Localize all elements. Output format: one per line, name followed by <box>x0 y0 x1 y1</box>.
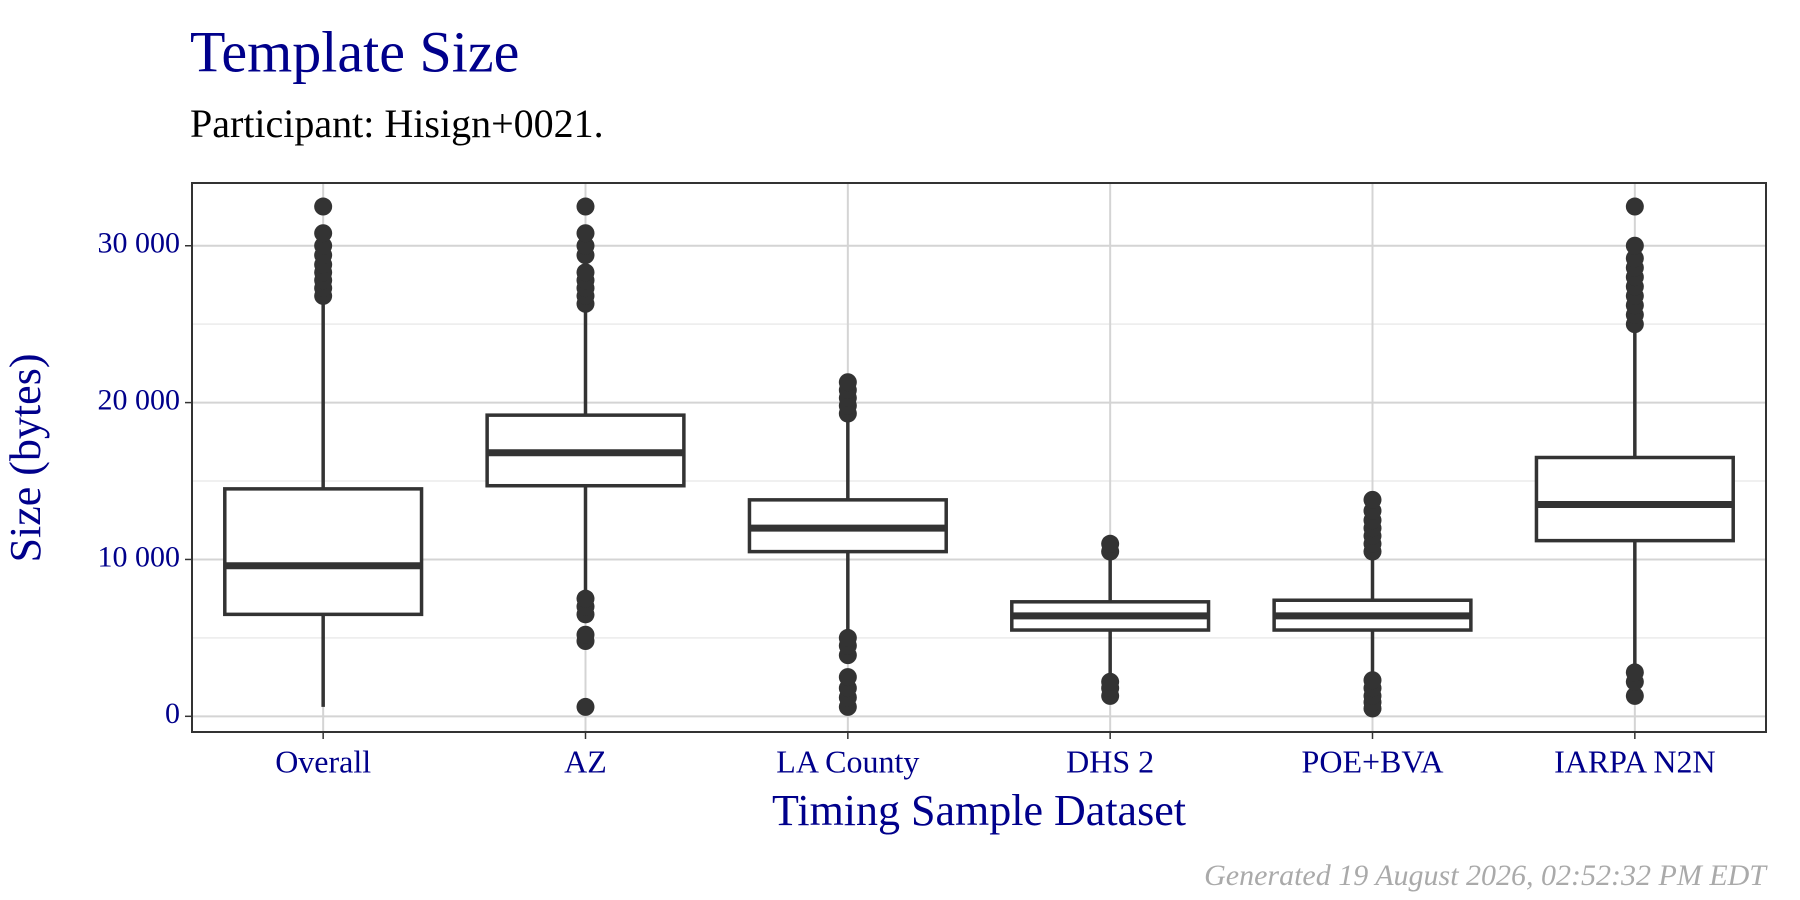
outlier <box>576 589 595 608</box>
y-tick-label: 30 000 <box>98 227 181 260</box>
outlier <box>1363 671 1382 690</box>
x-tick-label: IARPA N2N <box>1554 743 1716 779</box>
outlier <box>1101 534 1120 553</box>
y-tick-label: 20 000 <box>98 383 181 416</box>
y-tick-label: 10 000 <box>98 540 181 573</box>
outlier <box>1363 490 1382 509</box>
outlier <box>576 263 595 282</box>
x-tick-label: LA County <box>776 743 919 779</box>
y-tick-label: 0 <box>165 697 180 730</box>
outlier <box>838 668 857 687</box>
outlier <box>1625 197 1644 216</box>
chart-title: Template Size <box>190 19 519 84</box>
outlier <box>576 625 595 644</box>
outlier <box>838 628 857 647</box>
outlier <box>1625 236 1644 255</box>
outlier <box>1625 249 1644 268</box>
outlier <box>1625 686 1644 705</box>
y-axis-title: Size (bytes) <box>1 354 50 563</box>
x-tick-label: DHS 2 <box>1066 743 1154 779</box>
outlier <box>314 197 333 216</box>
outlier <box>576 224 595 243</box>
outlier <box>1625 663 1644 682</box>
chart-subtitle: Participant: Hisign+0021. <box>190 101 604 146</box>
box <box>1534 455 1735 543</box>
outlier <box>576 197 595 216</box>
x-tick-label: AZ <box>564 743 607 779</box>
x-axis-title: Timing Sample Dataset <box>772 786 1186 835</box>
x-tick-label: Overall <box>275 743 371 779</box>
outlier <box>314 236 333 255</box>
outlier <box>314 224 333 243</box>
outlier <box>1101 672 1120 691</box>
caption: Generated 19 August 2026, 02:52:32 PM ED… <box>1204 859 1768 892</box>
plot-border <box>191 182 1767 733</box>
x-tick-label: POE+BVA <box>1302 743 1444 779</box>
outlier <box>576 236 595 255</box>
box <box>223 487 424 617</box>
outlier <box>576 697 595 716</box>
outlier <box>838 373 857 392</box>
